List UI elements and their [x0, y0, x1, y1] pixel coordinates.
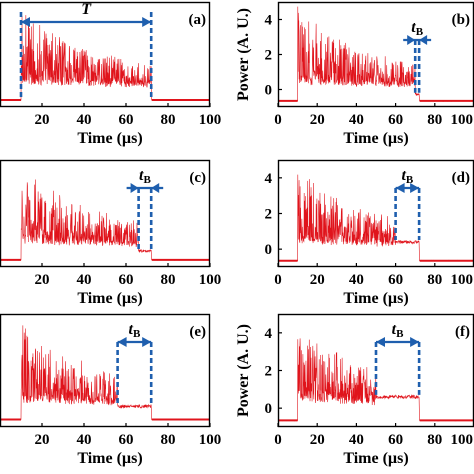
x-tick-label: 40 — [77, 272, 92, 288]
marker-arrowhead-left — [130, 183, 139, 193]
x-tick-label: 60 — [119, 112, 134, 128]
signal-trace — [277, 174, 474, 262]
x-tick-label: 100 — [199, 112, 222, 128]
x-tick-label: 100 — [451, 272, 474, 288]
y-axis-label: Power (A. U.) — [235, 8, 252, 101]
signal-trace — [277, 338, 474, 422]
marker-arrowhead-left — [21, 17, 30, 27]
panel-e: 20 40 60 80 100 Time (µs) (e) tB — [0, 313, 222, 467]
y-tick-label: 0 — [265, 401, 273, 417]
x-tick-label: 100 — [199, 272, 222, 288]
y-tick-label: 2 — [265, 48, 273, 64]
y-tick-label: 0 — [265, 83, 273, 99]
marker-arrowhead-left — [395, 183, 405, 193]
panel-label: (f) — [455, 324, 470, 340]
x-tick-label: 60 — [388, 272, 403, 288]
x-tick-label: 60 — [119, 272, 134, 288]
x-tick-label: 80 — [427, 432, 442, 448]
panel-f: 0 20 40 60 80 100 0 2 4 Time (µs) Power (A. U.) (f)… — [235, 313, 474, 467]
marker-arrowhead-right — [410, 183, 420, 193]
signal-trace — [0, 179, 210, 261]
x-axis-label: Time (µs) — [343, 130, 408, 147]
y-tick-label: 2 — [265, 207, 273, 223]
x-tick-label: 100 — [451, 432, 474, 448]
y-tick-label: 2 — [265, 364, 273, 380]
x-tick-label: 40 — [349, 112, 364, 128]
x-tick-label: 0 — [274, 272, 282, 288]
axes-frame — [0, 1, 211, 108]
x-tick-label: 40 — [77, 432, 92, 448]
x-tick-label: 20 — [310, 432, 325, 448]
marker-label: tB — [401, 167, 413, 186]
x-axis-label: Time (µs) — [343, 290, 408, 307]
x-tick-label: 20 — [310, 112, 325, 128]
marker-arrowhead-right — [410, 337, 420, 347]
x-tick-label: 100 — [199, 432, 222, 448]
y-tick-label: 4 — [265, 326, 273, 342]
marker-arrowhead-right — [142, 337, 152, 347]
marker-label: tB — [139, 167, 151, 186]
panel-label: (e) — [189, 324, 206, 340]
panel-label: (c) — [189, 170, 206, 186]
marker-label: tB — [411, 19, 423, 38]
panel-d: 0 20 40 60 80 100 0 2 4 Time (µs) (d) tB — [265, 159, 474, 307]
panel-label: (d) — [452, 170, 470, 186]
signal-trace — [277, 6, 474, 102]
panel-label: (b) — [452, 12, 470, 28]
x-tick-label: 40 — [349, 272, 364, 288]
marker-arrowhead-right — [419, 35, 428, 45]
marker-label: tB — [392, 321, 404, 340]
x-tick-label: 60 — [388, 432, 403, 448]
panel-b: 0 20 40 60 80 100 0 2 4 Time (µs) Power (A. U.) (b)… — [235, 1, 474, 147]
marker-label: T — [81, 1, 92, 18]
y-tick-label: 4 — [265, 13, 273, 29]
x-tick-label: 80 — [161, 432, 176, 448]
panel-label: (a) — [189, 12, 207, 28]
panel-c: 20 40 60 80 100 Time (µs) (c) tB — [0, 159, 222, 307]
marker-arrowhead-right — [151, 183, 160, 193]
x-axis-label: Time (µs) — [77, 130, 142, 147]
marker-arrowhead-right — [142, 17, 152, 27]
axes-frame — [277, 1, 474, 108]
x-tick-label: 40 — [349, 432, 364, 448]
x-tick-label: 60 — [388, 112, 403, 128]
x-tick-label: 0 — [274, 112, 282, 128]
x-tick-label: 80 — [161, 112, 176, 128]
x-tick-label: 0 — [274, 432, 282, 448]
marker-arrowhead-left — [117, 337, 127, 347]
x-tick-label: 80 — [161, 272, 176, 288]
signal-trace — [0, 15, 210, 101]
panel-a: 20 40 60 80 100 Time (µs) (a) T — [0, 1, 221, 147]
y-tick-label: 4 — [265, 171, 273, 187]
x-tick-label: 20 — [35, 432, 50, 448]
x-tick-label: 80 — [427, 272, 442, 288]
marker-label: tB — [129, 321, 141, 340]
y-tick-label: 0 — [265, 242, 273, 258]
x-axis-label: Time (µs) — [77, 290, 142, 307]
marker-arrowhead-left — [407, 35, 416, 45]
signal-trace — [0, 325, 210, 421]
axes-frame — [0, 159, 211, 268]
x-tick-label: 60 — [119, 432, 134, 448]
marker-arrowhead-left — [376, 337, 385, 347]
x-tick-label: 80 — [427, 112, 442, 128]
axes-frame — [0, 313, 211, 428]
x-tick-label: 40 — [77, 112, 92, 128]
x-tick-label: 100 — [451, 112, 474, 128]
x-tick-label: 20 — [310, 272, 325, 288]
x-tick-label: 20 — [35, 272, 50, 288]
x-tick-label: 20 — [35, 112, 50, 128]
x-axis-label: Time (µs) — [343, 450, 408, 467]
y-axis-label: Power (A. U.) — [235, 324, 252, 417]
x-axis-label: Time (µs) — [77, 450, 142, 467]
